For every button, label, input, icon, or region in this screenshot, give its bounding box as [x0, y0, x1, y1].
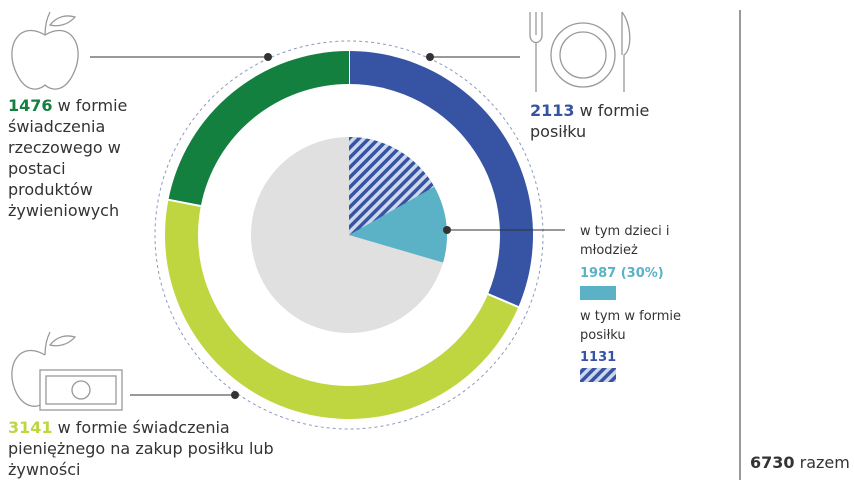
pie-slice-hatched — [349, 137, 435, 235]
inner-label: w tym dzieci i młodzież — [580, 224, 670, 258]
legend-swatch — [580, 368, 616, 382]
total: 6730 razem — [750, 452, 850, 473]
inner-value: 1987 (30%) — [580, 266, 664, 281]
leader-dots — [231, 53, 451, 399]
inner-value: 1131 — [580, 350, 617, 365]
inner-label: w tym w formie posiłku — [580, 309, 682, 343]
separator — [167, 198, 202, 208]
value: 1476 — [8, 96, 53, 115]
name: w formie świadczenia rzeczowego w postac… — [8, 96, 128, 220]
apple-money-icon — [11, 331, 123, 411]
value: 3141 — [8, 418, 53, 437]
dashed-ring — [154, 40, 544, 430]
cutlery-icon — [529, 11, 631, 92]
separator — [486, 292, 520, 309]
label: 1476 w formie świadczenia rzeczowego w p… — [8, 95, 146, 221]
total-value: 6730 — [750, 453, 795, 472]
label: 2113 w formie posiłku — [530, 100, 680, 142]
name: w formie posiłku — [530, 101, 650, 141]
ring-segment — [349, 51, 533, 307]
legend-swatch — [580, 286, 616, 300]
leader-lines — [90, 56, 565, 396]
label: 3141 w formie świadczenia pieniężnego na… — [8, 417, 298, 480]
name: w formie świadczenia pieniężnego na zaku… — [8, 418, 274, 479]
value: 2113 — [530, 101, 575, 120]
ring-segment — [164, 199, 519, 420]
ring-segment — [168, 51, 349, 207]
apple-icon — [11, 11, 79, 90]
total-label: razem — [799, 453, 850, 472]
